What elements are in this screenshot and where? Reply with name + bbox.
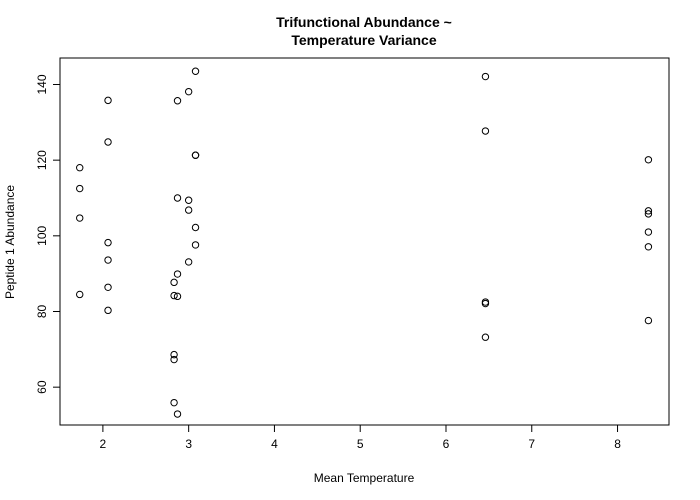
- x-tick-label: 6: [443, 437, 450, 451]
- x-tick-label: 3: [185, 437, 192, 451]
- data-point: [644, 243, 653, 251]
- data-point: [170, 278, 178, 287]
- data-point: [173, 97, 182, 105]
- data-point: [184, 87, 193, 96]
- x-tick-label: 4: [271, 437, 278, 451]
- data-point: [170, 291, 178, 300]
- data-point: [191, 67, 200, 75]
- y-tick-label: 60: [35, 380, 49, 394]
- data-point: [173, 194, 182, 202]
- y-tick-label: 100: [35, 225, 49, 245]
- data-point: [184, 258, 193, 266]
- data-point: [104, 256, 112, 264]
- data-point: [173, 410, 182, 418]
- x-axis-label: Mean Temperature: [314, 471, 415, 485]
- data-point: [170, 350, 178, 359]
- x-tick-label: 7: [528, 437, 535, 451]
- data-point: [184, 196, 193, 204]
- data-point: [104, 306, 112, 315]
- data-point: [191, 241, 200, 249]
- data-point: [481, 299, 490, 308]
- data-point: [104, 238, 112, 247]
- chart-title-line-1: Trifunctional Abundance ~: [276, 14, 452, 30]
- y-tick-label: 120: [35, 150, 49, 170]
- y-axis: 60 80 100 120 140: [35, 74, 61, 394]
- data-point: [104, 138, 112, 146]
- data-point: [76, 184, 84, 193]
- data-point: [173, 292, 182, 301]
- data-point: [644, 316, 653, 325]
- data-point: [481, 127, 490, 135]
- data-point: [173, 270, 182, 278]
- data-point: [104, 283, 112, 291]
- x-tick-label: 2: [100, 437, 107, 451]
- data-point: [76, 214, 84, 222]
- data-point: [481, 72, 490, 81]
- data-point: [184, 206, 193, 214]
- data-point: [104, 96, 112, 105]
- data-point: [644, 156, 653, 164]
- plot-frame: [59, 57, 670, 426]
- data-point: [76, 164, 84, 172]
- data-point: [644, 207, 653, 215]
- data-points: [76, 67, 653, 418]
- data-point: [481, 333, 490, 341]
- y-tick-label: 140: [35, 74, 49, 94]
- y-axis-label: Peptide 1 Abundance: [3, 185, 17, 299]
- data-point: [191, 223, 200, 232]
- data-point: [76, 290, 84, 299]
- chart-title-line-2: Temperature Variance: [291, 32, 436, 48]
- y-tick-label: 80: [35, 305, 49, 319]
- data-point: [644, 228, 653, 236]
- x-axis: 2 3 4 5 6 7 8: [100, 424, 621, 451]
- data-point: [191, 151, 200, 159]
- x-tick-label: 8: [614, 437, 621, 451]
- data-point: [644, 210, 653, 218]
- data-point: [170, 355, 178, 364]
- x-tick-label: 5: [357, 437, 364, 451]
- data-point: [170, 398, 178, 407]
